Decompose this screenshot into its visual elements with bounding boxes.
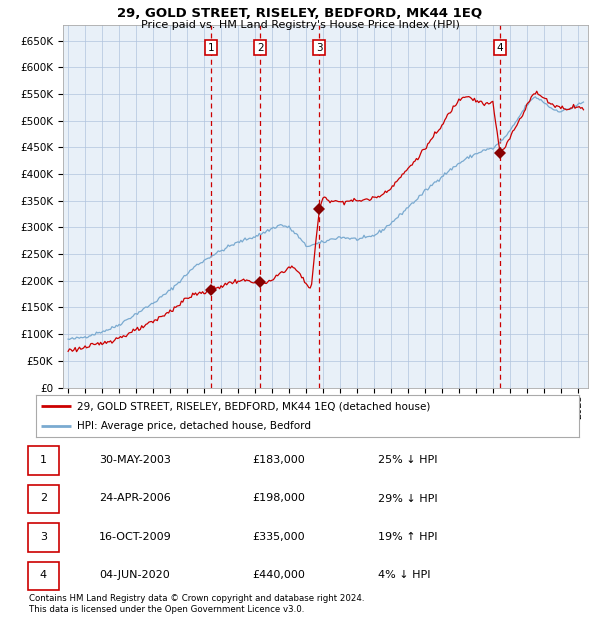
Text: 4% ↓ HPI: 4% ↓ HPI <box>378 570 431 580</box>
Text: 16-OCT-2009: 16-OCT-2009 <box>99 532 172 542</box>
Text: 3: 3 <box>316 43 323 53</box>
Text: 29, GOLD STREET, RISELEY, BEDFORD, MK44 1EQ: 29, GOLD STREET, RISELEY, BEDFORD, MK44 … <box>118 7 482 20</box>
Text: 29, GOLD STREET, RISELEY, BEDFORD, MK44 1EQ (detached house): 29, GOLD STREET, RISELEY, BEDFORD, MK44 … <box>77 401 430 411</box>
Text: 1: 1 <box>40 455 47 465</box>
Text: Price paid vs. HM Land Registry's House Price Index (HPI): Price paid vs. HM Land Registry's House … <box>140 20 460 30</box>
Text: HPI: Average price, detached house, Bedford: HPI: Average price, detached house, Bedf… <box>77 421 311 431</box>
Text: 4: 4 <box>497 43 503 53</box>
Text: £183,000: £183,000 <box>252 455 305 465</box>
Text: 30-MAY-2003: 30-MAY-2003 <box>99 455 171 465</box>
Text: 3: 3 <box>40 532 47 542</box>
Text: 25% ↓ HPI: 25% ↓ HPI <box>378 455 437 465</box>
Text: £440,000: £440,000 <box>252 570 305 580</box>
Text: £335,000: £335,000 <box>252 532 305 542</box>
Text: 19% ↑ HPI: 19% ↑ HPI <box>378 532 437 542</box>
Text: 29% ↓ HPI: 29% ↓ HPI <box>378 494 437 503</box>
Text: This data is licensed under the Open Government Licence v3.0.: This data is licensed under the Open Gov… <box>29 604 304 614</box>
Text: 4: 4 <box>40 570 47 580</box>
Text: 04-JUN-2020: 04-JUN-2020 <box>99 570 170 580</box>
Text: 2: 2 <box>40 494 47 503</box>
Text: 24-APR-2006: 24-APR-2006 <box>99 494 171 503</box>
Text: 2: 2 <box>257 43 263 53</box>
Text: 1: 1 <box>208 43 214 53</box>
Text: £198,000: £198,000 <box>252 494 305 503</box>
Text: Contains HM Land Registry data © Crown copyright and database right 2024.: Contains HM Land Registry data © Crown c… <box>29 593 364 603</box>
